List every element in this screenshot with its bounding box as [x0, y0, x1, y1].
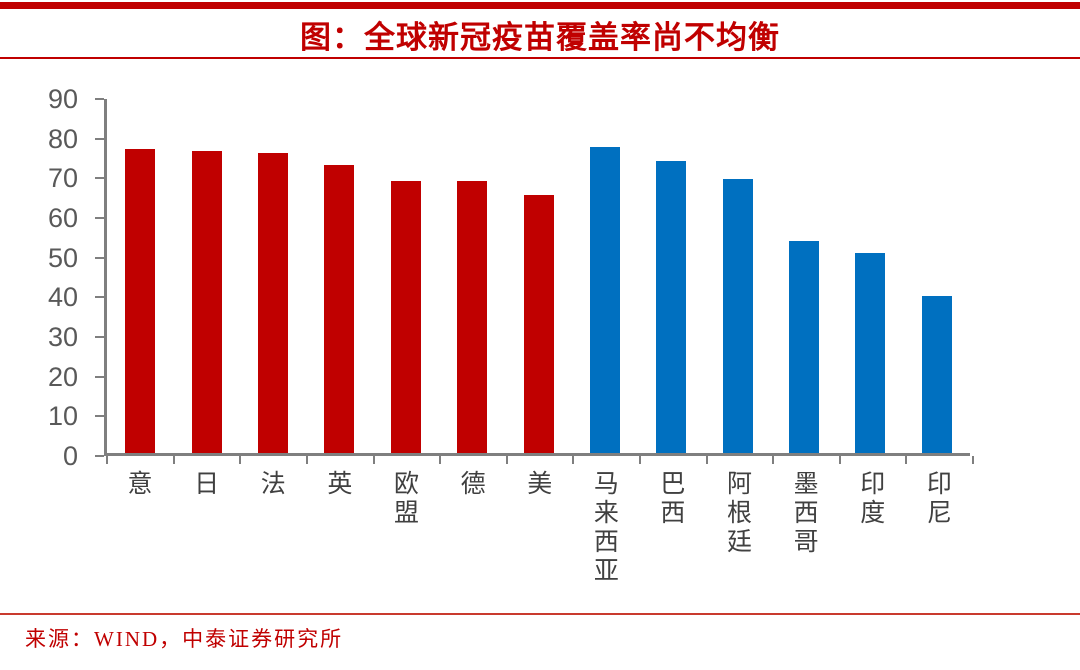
x-tick-label: 印度	[856, 470, 884, 528]
bar-slot	[505, 99, 571, 453]
y-tick-label: 40	[47, 282, 78, 313]
y-axis-tick	[95, 217, 104, 219]
chart-bar-法	[257, 153, 288, 453]
chart-bar-欧盟	[390, 181, 421, 453]
chart-bar-印度	[855, 253, 886, 453]
y-axis-tick	[95, 256, 104, 259]
x-axis-tick	[239, 456, 242, 464]
title-divider	[0, 57, 1080, 59]
x-label-slot: 马来西亚	[570, 470, 637, 586]
x-label-slot: 印尼	[903, 470, 970, 586]
y-axis-tick	[95, 336, 104, 338]
y-axis-tick	[95, 177, 104, 180]
x-label-slot: 意	[104, 470, 171, 586]
y-tick-label: 60	[47, 203, 78, 233]
chart-bar-英	[324, 164, 355, 453]
x-label-slot: 印度	[837, 470, 904, 586]
x-axis-tick	[972, 456, 974, 464]
x-axis-labels: 意 日 法 英 欧盟 德 美 马来西亚 巴西 阿根廷 墨西哥 印度 印尼	[104, 470, 970, 586]
x-axis-tick	[638, 456, 641, 464]
bar-slot	[173, 99, 239, 453]
x-tick-label: 德	[457, 470, 485, 499]
bar-slot	[306, 99, 372, 453]
x-label-slot: 巴西	[637, 470, 704, 586]
chart-bar-美	[523, 195, 554, 453]
x-tick-label: 巴西	[656, 470, 684, 528]
bars-row	[107, 99, 970, 453]
x-axis-tick	[572, 456, 575, 464]
bar-slot	[240, 99, 306, 453]
chart-bar-阿根廷	[722, 178, 753, 453]
bar-slot	[373, 99, 439, 453]
chart-bar-德	[457, 181, 488, 453]
chart-bar-意	[125, 148, 156, 453]
x-axis-tick	[505, 456, 508, 464]
y-tick-label: 80	[47, 123, 78, 154]
y-tick-label: 70	[47, 163, 78, 194]
y-axis-tick	[95, 98, 104, 100]
x-axis-tick	[172, 456, 175, 464]
x-label-slot: 欧盟	[370, 470, 437, 586]
x-tick-label: 法	[257, 470, 285, 499]
y-tick-label: 20	[47, 361, 78, 392]
y-axis-tick	[95, 137, 104, 140]
x-tick-label: 墨西哥	[790, 470, 818, 557]
x-tick-label: 英	[323, 470, 351, 499]
x-axis-tick	[106, 456, 108, 464]
x-tick-label: 欧盟	[390, 470, 418, 528]
y-axis-tick	[95, 415, 104, 418]
x-axis-tick	[772, 456, 775, 464]
y-tick-label: 90	[47, 84, 78, 114]
x-label-slot: 阿根廷	[703, 470, 770, 586]
x-tick-label: 日	[190, 470, 218, 499]
bar-slot	[771, 99, 837, 453]
x-label-slot: 德	[437, 470, 504, 586]
y-axis-labels: 0 10 20 30 40 50 60 70 80 90	[0, 86, 78, 470]
x-tick-label: 阿根廷	[723, 470, 751, 557]
chart-bar-马来西亚	[589, 146, 620, 453]
chart-bar-印尼	[921, 296, 952, 453]
bar-slot	[904, 99, 970, 453]
y-tick-label: 10	[47, 401, 78, 432]
x-tick-label: 印尼	[923, 470, 951, 528]
x-axis-tick	[372, 456, 375, 464]
x-axis-tick	[705, 456, 708, 464]
chart-bar-墨西哥	[789, 240, 820, 453]
x-label-slot: 法	[237, 470, 304, 586]
bar-slot	[439, 99, 505, 453]
y-tick-label: 50	[47, 242, 78, 273]
y-axis-tick	[95, 296, 104, 299]
chart-title: 图：全球新冠疫苗覆盖率尚不均衡	[300, 20, 780, 55]
bar-slot	[837, 99, 903, 453]
y-axis-tick	[95, 375, 104, 378]
bar-slot	[107, 99, 173, 453]
x-label-slot: 墨西哥	[770, 470, 837, 586]
x-axis-tick	[838, 456, 841, 464]
x-label-slot: 英	[304, 470, 371, 586]
y-axis-tick	[95, 455, 104, 457]
top-accent-bar	[0, 2, 1080, 9]
x-tick-label: 马来西亚	[590, 470, 618, 586]
x-tick-label: 美	[523, 470, 551, 499]
y-tick-label: 30	[47, 322, 78, 352]
x-label-slot: 美	[504, 470, 571, 586]
y-tick-label: 0	[62, 441, 78, 471]
plot-area	[95, 98, 974, 464]
chart-bar-日	[191, 150, 222, 453]
bar-slot	[572, 99, 638, 453]
source-divider	[0, 613, 1080, 615]
x-axis-tick	[905, 456, 908, 464]
x-axis-tick	[305, 456, 308, 464]
x-label-slot: 日	[171, 470, 238, 586]
x-axis-tick	[439, 456, 442, 464]
source-text: 来源：WIND，中泰证券研究所	[25, 627, 344, 651]
x-tick-label: 意	[124, 470, 152, 499]
bar-slot	[705, 99, 771, 453]
chart-bar-巴西	[656, 161, 687, 453]
bar-slot	[638, 99, 704, 453]
